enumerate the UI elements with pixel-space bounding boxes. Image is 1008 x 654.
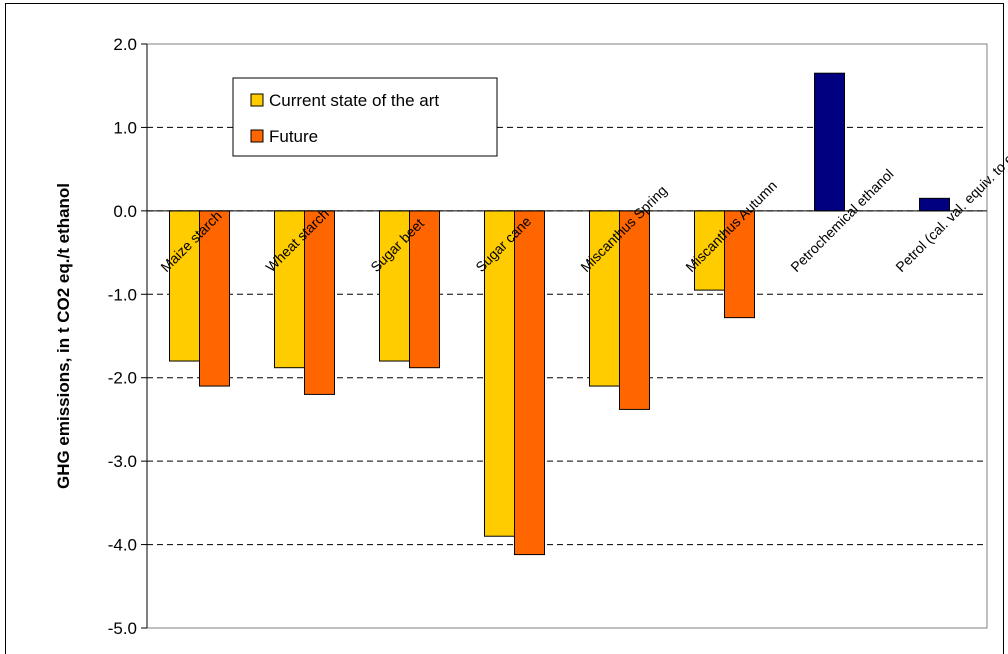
y-tick-label: 2.0: [113, 35, 137, 54]
y-tick-label: -2.0: [108, 369, 137, 388]
legend-label-current: Current state of the art: [269, 91, 439, 110]
y-tick-label: -3.0: [108, 452, 137, 471]
category-label: Petrol (cal. val. equiv. to ethanol): [892, 120, 1008, 275]
bar-future: [619, 210, 650, 410]
bar-future: [724, 210, 755, 319]
legend-swatch-future: [250, 129, 264, 143]
bar-current: [694, 210, 725, 291]
bar-future: [199, 210, 230, 387]
y-tick-label: -5.0: [108, 619, 137, 638]
bar-current: [379, 210, 410, 362]
y-tick-label: 1.0: [113, 118, 137, 137]
bar-future: [304, 210, 335, 395]
bar-current: [484, 210, 515, 537]
legend: Current state of the art Future: [232, 77, 498, 157]
legend-label-future: Future: [269, 127, 318, 146]
legend-swatch-current: [250, 93, 264, 107]
bar-future: [514, 210, 545, 556]
bar-current: [589, 210, 620, 387]
axes: [141, 43, 988, 629]
bar-reference: [814, 72, 845, 212]
legend-box: [232, 77, 498, 157]
bar-reference: [919, 197, 950, 212]
y-tick-label: -4.0: [108, 536, 137, 555]
y-tick-label: -1.0: [108, 285, 137, 304]
bar-current: [274, 210, 305, 369]
y-tick-label: 0.0: [113, 202, 137, 221]
bar-future: [409, 210, 440, 369]
bars: [169, 72, 950, 556]
y-axis-title: GHG emissions, in t CO2 eq./t ethanol: [54, 183, 73, 489]
